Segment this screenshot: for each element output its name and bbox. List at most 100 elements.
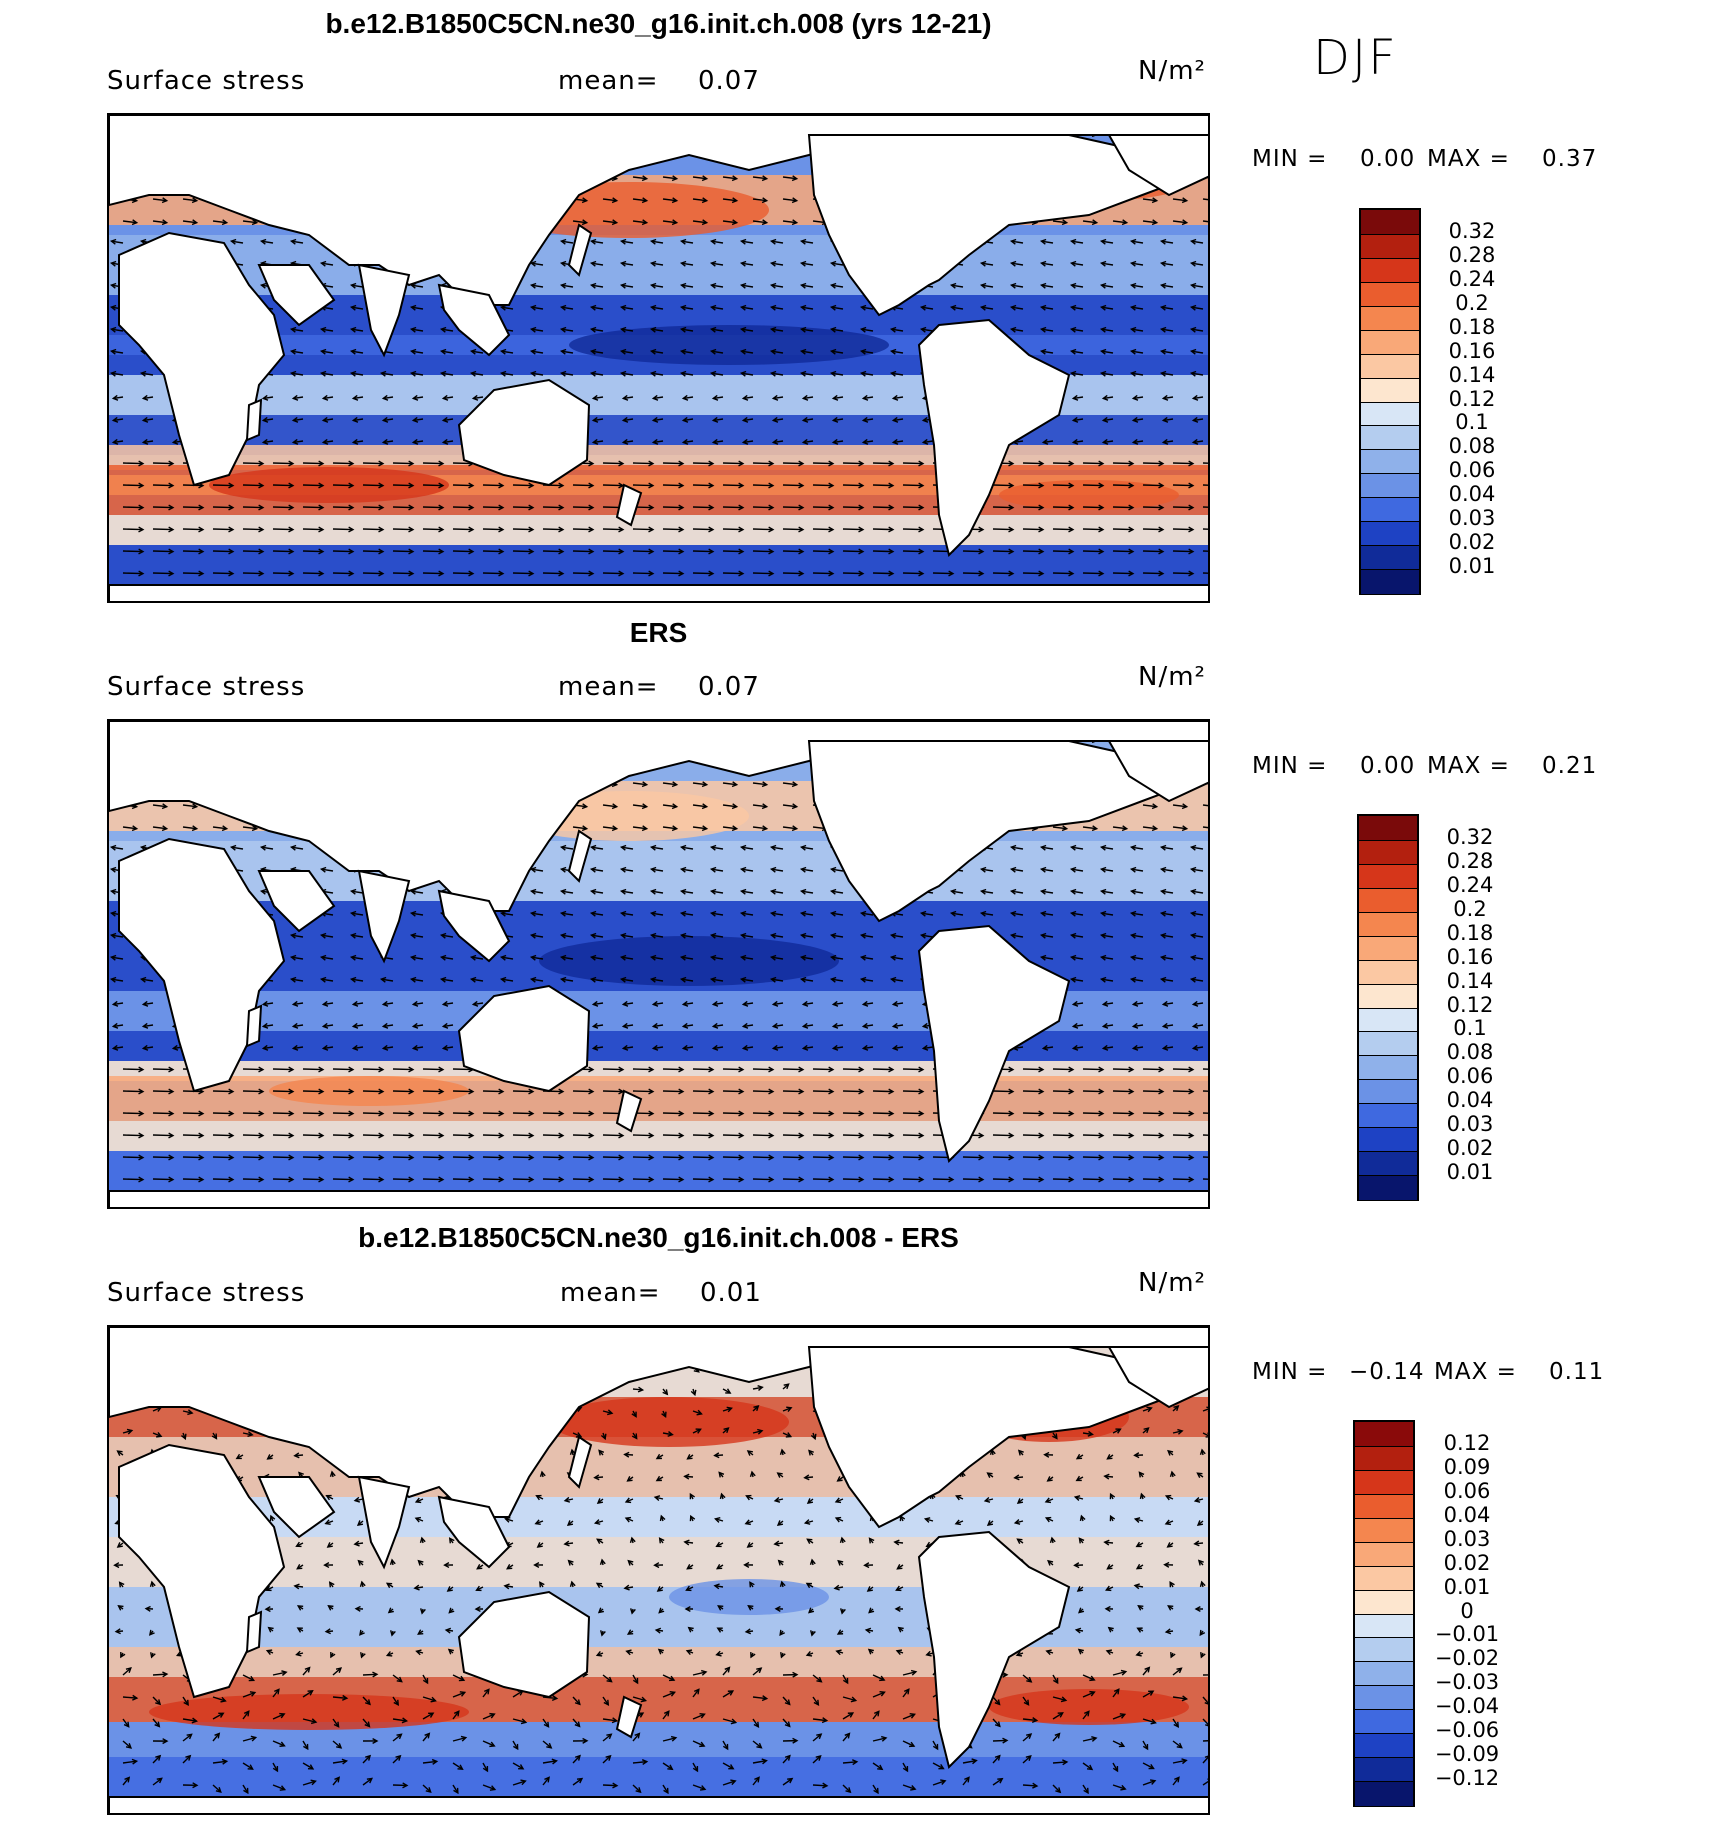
stress-arrowhead xyxy=(348,1176,355,1183)
stress-arrow xyxy=(812,1733,822,1742)
stress-arrowhead xyxy=(1135,1650,1142,1657)
stress-arrow xyxy=(1082,220,1097,224)
stress-arrow xyxy=(141,372,154,376)
stress-arrow xyxy=(332,1068,353,1071)
stress-arrowhead xyxy=(419,1536,426,1544)
colorbar-tick-label: −0.03 xyxy=(1434,1670,1500,1695)
colorbar-segment xyxy=(1359,887,1417,913)
stress-arrow xyxy=(782,782,797,786)
stress-arrowhead xyxy=(761,825,769,832)
stress-arrow xyxy=(681,846,694,850)
stress-arrowhead xyxy=(575,1432,583,1438)
stress-arrowhead xyxy=(701,197,709,204)
stress-arrow xyxy=(692,198,707,202)
stress-arrowhead xyxy=(288,1066,295,1073)
stress-arrow xyxy=(362,1156,383,1159)
stress-arrowhead xyxy=(558,1088,565,1095)
stress-arrow xyxy=(122,1760,137,1764)
stress-arrow xyxy=(111,846,124,850)
stress-arrow xyxy=(771,912,784,916)
stress-arrowhead xyxy=(364,1699,371,1706)
stress-arrow xyxy=(651,306,664,310)
stress-arrowhead xyxy=(249,1691,257,1697)
stress-arrow xyxy=(561,240,574,244)
stress-arrowhead xyxy=(701,825,709,832)
stress-arrow xyxy=(261,240,274,244)
stress-arrowhead xyxy=(288,1176,295,1183)
stress-arrowhead xyxy=(1109,1514,1116,1522)
colorbar-segment xyxy=(1361,497,1419,523)
stress-arrowhead xyxy=(141,1000,149,1007)
stress-arrowhead xyxy=(1057,1712,1064,1718)
stress-arrow xyxy=(113,418,124,422)
stress-arrowhead xyxy=(365,1754,372,1761)
colorbar-segment xyxy=(1359,863,1417,889)
stress-arrow xyxy=(902,1112,923,1115)
stress-arrow xyxy=(692,1410,702,1415)
stress-arrow xyxy=(323,396,334,400)
stress-arrow xyxy=(1202,550,1208,552)
stress-arrow xyxy=(771,350,784,354)
stress-arrowhead xyxy=(468,1110,475,1117)
stress-arrowhead xyxy=(259,238,267,245)
stress-arrow xyxy=(1202,1134,1208,1136)
stress-arrow xyxy=(632,176,647,180)
stress-arrow xyxy=(1071,350,1084,354)
stress-arrowhead xyxy=(621,1044,629,1051)
stress-arrowhead xyxy=(1112,1765,1119,1773)
stress-arrowhead xyxy=(109,370,117,377)
stress-arrow xyxy=(681,978,694,982)
stress-arrow xyxy=(812,506,833,509)
stress-arrow xyxy=(351,956,364,960)
stress-arrowhead xyxy=(648,1088,655,1095)
stress-arrowhead xyxy=(679,976,687,983)
stress-arrowhead xyxy=(747,1605,754,1611)
landmass-greenland xyxy=(1107,134,1208,197)
stress-arrowhead xyxy=(1188,1154,1195,1161)
stress-arrowhead xyxy=(1078,1607,1085,1614)
stress-arrowhead xyxy=(248,1675,256,1682)
stress-arrowhead xyxy=(381,1000,389,1007)
stress-arrowhead xyxy=(1038,482,1045,489)
stress-arrowhead xyxy=(708,1132,715,1139)
stress-arrow xyxy=(782,1090,803,1093)
stress-arrowhead xyxy=(109,282,117,289)
stress-arrow xyxy=(1043,1046,1054,1050)
stress-arrow xyxy=(1161,328,1174,332)
stress-arrowhead xyxy=(296,1627,303,1633)
stress-arrowhead xyxy=(738,504,745,511)
stress-arrowhead xyxy=(1099,932,1107,939)
stress-arrowhead xyxy=(888,1154,895,1161)
stress-arrowhead xyxy=(828,548,835,555)
stress-arrow xyxy=(683,418,694,422)
stress-arrowhead xyxy=(1188,1066,1195,1073)
stress-arrow xyxy=(722,1690,734,1698)
stress-arrow xyxy=(653,1024,664,1028)
stress-arrowhead xyxy=(475,1585,482,1592)
stress-arrowhead xyxy=(298,1471,304,1478)
stress-arrowhead xyxy=(198,1110,205,1117)
stress-arrow xyxy=(722,528,743,531)
stress-arrow xyxy=(182,1112,203,1115)
stress-arrowhead xyxy=(771,416,779,423)
stress-arrowhead xyxy=(1131,438,1139,445)
stress-arrow xyxy=(542,506,563,509)
colorbar-segment xyxy=(1361,569,1419,594)
stress-arrowhead xyxy=(1159,260,1167,267)
colorbar-segment xyxy=(1355,1541,1413,1567)
stress-arrowhead xyxy=(1039,866,1047,873)
stress-arrowhead xyxy=(978,570,985,577)
stress-arrowhead xyxy=(1009,910,1017,917)
stress-arrow xyxy=(1202,528,1208,530)
colorbar-tick-label: −0.09 xyxy=(1434,1742,1500,1767)
stress-arrowhead xyxy=(1049,1536,1056,1543)
stress-arrowhead xyxy=(155,1754,162,1761)
stress-arrow xyxy=(122,1667,132,1676)
stress-arrowhead xyxy=(611,197,619,204)
stress-arrowhead xyxy=(799,370,807,377)
stress-arrowhead xyxy=(327,1604,334,1611)
stress-arrowhead xyxy=(798,1154,805,1161)
colorbar-tick-label: −0.02 xyxy=(1434,1646,1500,1671)
stress-arrowhead xyxy=(459,1691,467,1697)
stress-arrowhead xyxy=(1091,825,1099,832)
